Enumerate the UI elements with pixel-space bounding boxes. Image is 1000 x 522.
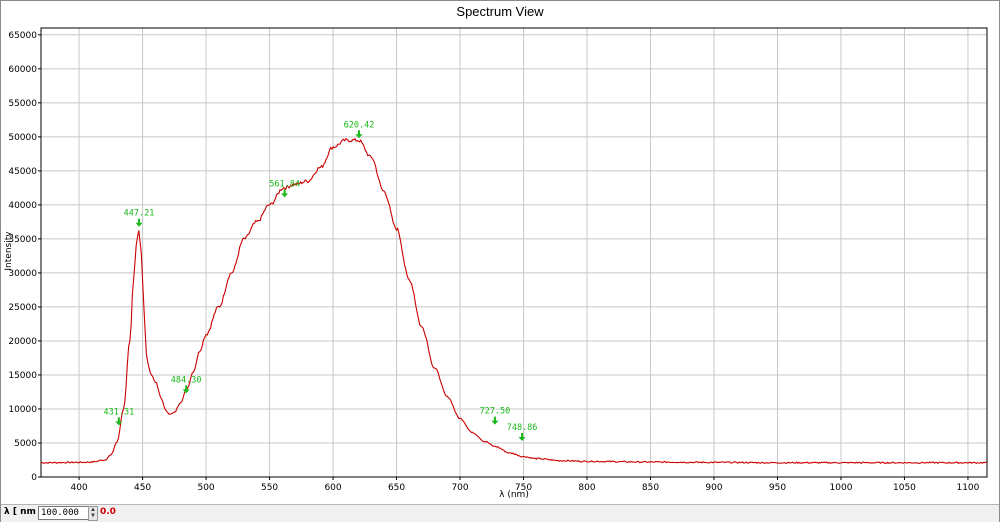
down-arrow-icon[interactable] <box>135 218 143 227</box>
plot-frame <box>40 27 988 478</box>
down-arrow-icon[interactable] <box>115 417 123 426</box>
x-tick-label: 900 <box>705 483 722 493</box>
y-axis: 0 5000 10000 15000 20000 25000 30000 35000 40000… <box>8 31 41 483</box>
y-tick-label: 35000 <box>8 235 37 245</box>
peak-label: 484.30 <box>171 375 202 385</box>
y-axis-label: Intensity <box>4 231 14 271</box>
y-tick-label: 15000 <box>8 371 37 381</box>
down-arrow-icon[interactable] <box>182 385 190 394</box>
y-tick-label: 10000 <box>8 405 37 415</box>
y-tick-label: 0 <box>31 473 37 483</box>
y-tick-label: 20000 <box>8 337 37 347</box>
window-title: Spectrum View <box>456 4 544 19</box>
peak-label: 748.86 <box>507 423 538 433</box>
x-tick-label: 700 <box>451 483 468 493</box>
x-tick-label: 650 <box>388 483 405 493</box>
x-tick-label: 600 <box>324 483 341 493</box>
down-arrow-icon[interactable] <box>355 130 363 139</box>
x-tick-label: 450 <box>134 483 151 493</box>
series-line <box>40 137 988 465</box>
y-tick-label: 25000 <box>8 303 37 313</box>
spectrum-chart[interactable]: 400 450 500 550 600 650 700 750 800 850 900 950 1000… <box>1 23 999 503</box>
peak-label: 727.50 <box>480 407 511 417</box>
y-tick-label: 5000 <box>14 439 37 449</box>
y-tick-label: 30000 <box>8 269 37 279</box>
x-tick-label: 1100 <box>956 483 979 493</box>
down-arrow-icon[interactable] <box>518 432 526 441</box>
lambda-label: λ [ nm ] <box>4 507 44 517</box>
lambda-input[interactable]: 100.000 <box>38 506 89 520</box>
readout-value: 0.0 <box>100 507 116 517</box>
x-tick-label: 500 <box>197 483 214 493</box>
peak-label: 447.21 <box>124 209 155 219</box>
y-tick-label: 55000 <box>8 99 37 109</box>
x-tick-label: 550 <box>261 483 278 493</box>
peak-label: 431.31 <box>103 407 134 417</box>
y-tick-label: 50000 <box>8 133 37 143</box>
x-tick-label: 950 <box>769 483 786 493</box>
x-tick-label: 800 <box>578 483 595 493</box>
x-tick-label: 850 <box>642 483 659 493</box>
x-tick-label: 400 <box>71 483 88 493</box>
grid-layer <box>41 28 987 478</box>
x-axis-label: λ (nm) <box>499 490 529 500</box>
y-tick-label: 60000 <box>8 65 37 75</box>
peak-label: 620.42 <box>344 120 375 130</box>
y-tick-label: 45000 <box>8 167 37 177</box>
footer-bar: λ [ nm ] 100.000 ▲ ▼ 0.0 <box>1 504 999 522</box>
x-tick-label: 1050 <box>893 483 916 493</box>
peak-label: 561.84 <box>269 179 300 189</box>
down-arrow-icon[interactable] <box>281 189 289 198</box>
peak-markers: 431.31 447.21 484.30 561.84 620.42 727.50 748.… <box>103 120 537 441</box>
y-tick-label: 40000 <box>8 201 37 211</box>
x-tick-label: 1000 <box>830 483 853 493</box>
x-axis: 400 450 500 550 600 650 700 750 800 850 900 950 1000… <box>71 477 980 493</box>
x-tick-label: 750 <box>515 483 532 493</box>
down-arrow-icon[interactable] <box>491 416 499 425</box>
spin-arrows-icon[interactable]: ▲ ▼ <box>88 506 98 521</box>
y-tick-label: 65000 <box>8 31 37 41</box>
